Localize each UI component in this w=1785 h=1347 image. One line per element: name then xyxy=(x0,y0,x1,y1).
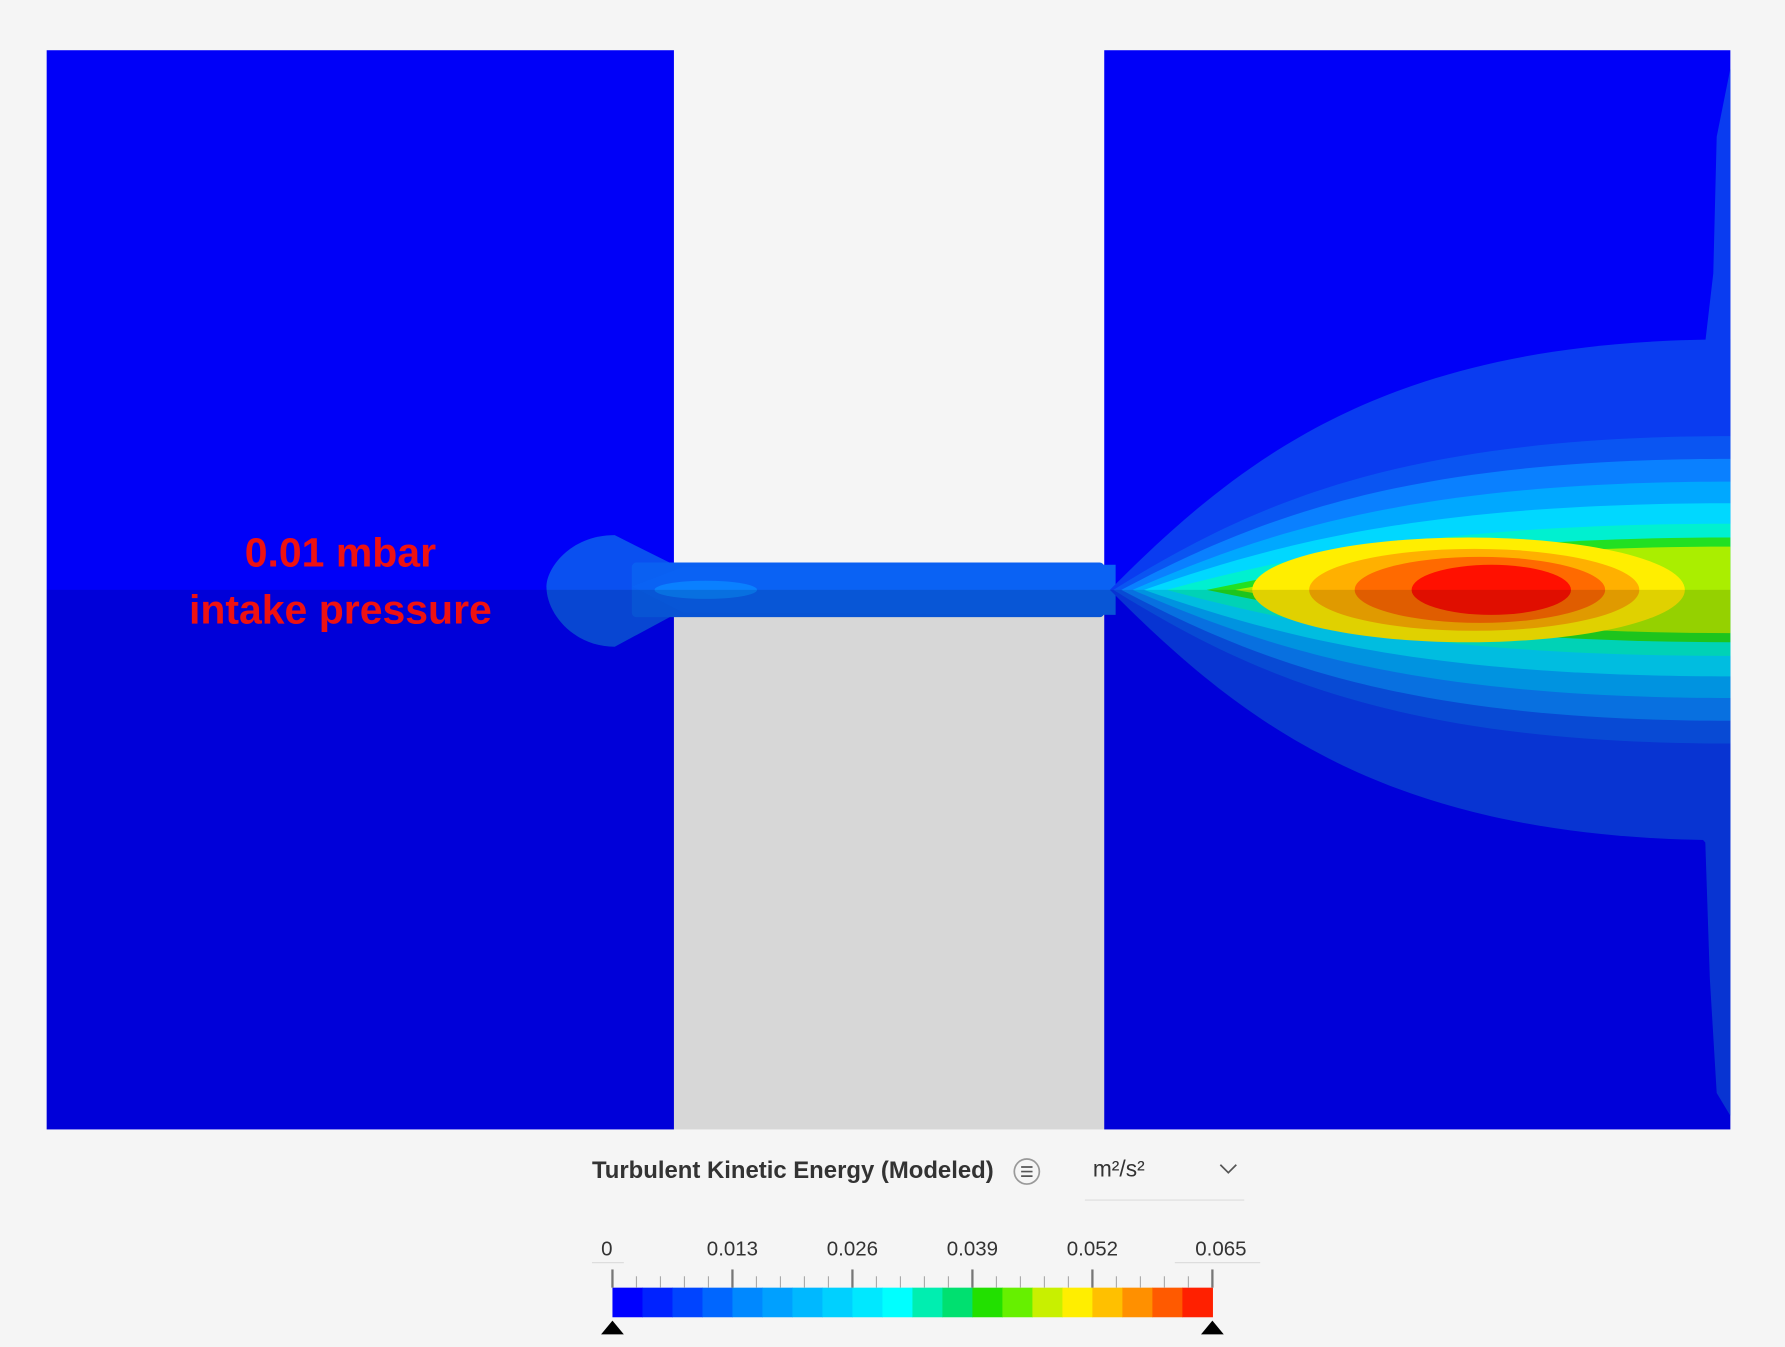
colorbar-band xyxy=(912,1287,943,1318)
unit-select[interactable]: m²/s² xyxy=(1093,1155,1145,1181)
colorbar-band xyxy=(612,1287,644,1318)
colorbar-band xyxy=(1122,1287,1153,1318)
tick-label: 0.039 xyxy=(947,1238,998,1261)
dropdown-chevron[interactable] xyxy=(1219,1164,1237,1174)
tick-label: 0.065 xyxy=(1195,1238,1246,1261)
colorbar-band xyxy=(1092,1287,1123,1318)
colorbar-band xyxy=(1002,1287,1033,1318)
menu-icon xyxy=(1021,1166,1033,1177)
colorbar-band xyxy=(972,1287,1003,1318)
annotation-text: intake pressure xyxy=(189,586,492,632)
colorbar-band xyxy=(642,1287,674,1318)
colorbar-band xyxy=(942,1287,973,1318)
colorbar-band xyxy=(762,1287,794,1318)
min-handle[interactable] xyxy=(601,1320,624,1335)
annotations: 0.01 mbar intake pressure xyxy=(189,530,492,633)
colorbar-band xyxy=(1032,1287,1063,1318)
colorbar-band xyxy=(822,1287,853,1318)
tick-label: 0 xyxy=(601,1238,612,1261)
legend-title: Turbulent Kinetic Energy (Modeled) xyxy=(592,1157,994,1184)
legend: Turbulent Kinetic Energy (Modeled) m²/s²… xyxy=(591,1155,1261,1335)
channel-core-fast xyxy=(654,580,758,599)
channel-core xyxy=(631,564,1116,615)
colorbar-band xyxy=(732,1287,764,1318)
annotation-text: 0.01 mbar xyxy=(245,530,436,576)
colorbar-band xyxy=(1062,1287,1093,1318)
lower-half-shade xyxy=(46,589,1731,1130)
max-handle[interactable] xyxy=(1201,1320,1224,1335)
colorbar-band xyxy=(1182,1287,1213,1318)
colorbar-band xyxy=(672,1287,704,1318)
colorbar-band xyxy=(702,1287,734,1318)
tick-label: 0.052 xyxy=(1067,1238,1118,1261)
colorbar-band xyxy=(1152,1287,1183,1318)
colorbar-band xyxy=(882,1287,913,1318)
colorbar-band xyxy=(792,1287,824,1318)
legend-menu[interactable] xyxy=(1013,1158,1041,1185)
simulation-field xyxy=(46,50,1731,1130)
tick-label: 0.026 xyxy=(827,1238,878,1261)
colorbar-band xyxy=(852,1287,883,1318)
plume-core xyxy=(1411,564,1571,615)
tick-label: 0.013 xyxy=(707,1238,758,1261)
